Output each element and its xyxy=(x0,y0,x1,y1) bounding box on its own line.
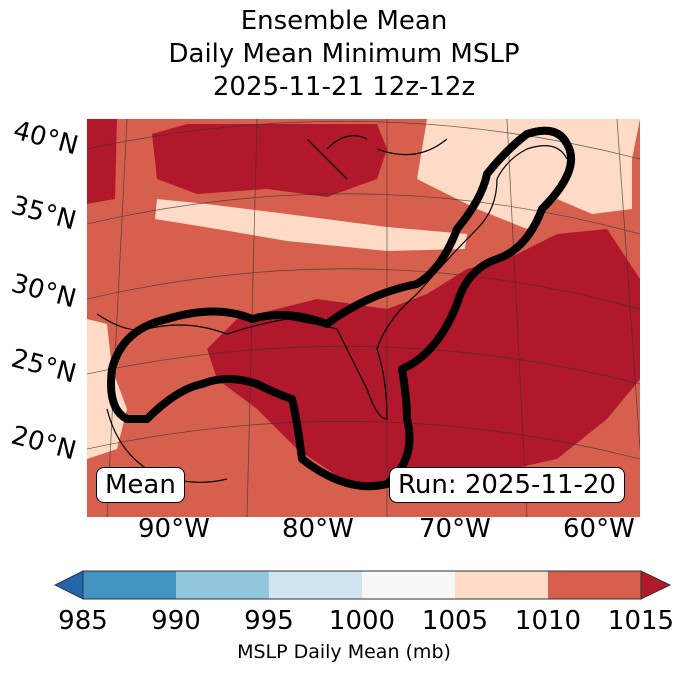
colorbar-outline xyxy=(82,570,642,600)
colorbar-extend-high xyxy=(640,570,672,600)
title-line-3: 2025-11-21 12z-12z xyxy=(212,72,476,102)
lat-label-40: 40°N xyxy=(10,115,82,162)
colorbar-tick-1000: 1000 xyxy=(328,606,396,636)
lat-label-20: 20°N xyxy=(8,420,80,467)
colorbar-label: MSLP Daily Mean (mb) xyxy=(237,641,451,663)
colorbar-tick-1010: 1010 xyxy=(514,606,582,636)
colorbar-bin-1000 xyxy=(362,571,455,599)
title-line-1: Ensemble Mean xyxy=(240,6,448,36)
run-date-box: Run: 2025-11-20 xyxy=(389,467,625,503)
colorbar-bin-1005 xyxy=(455,571,548,599)
lat-label-30: 30°N xyxy=(8,268,80,315)
coastlines xyxy=(96,135,568,483)
graticule xyxy=(87,119,640,517)
colorbar-tick-1015: 1015 xyxy=(607,606,675,636)
colorbar xyxy=(54,570,672,600)
lat-label-35: 35°N xyxy=(8,190,80,237)
colorbar-extend-low xyxy=(54,570,84,600)
colorbar-bin-985 xyxy=(83,571,176,599)
field-1015-west xyxy=(87,119,117,204)
colorbar-tick-995: 995 xyxy=(244,606,294,636)
colorbar-bin-990 xyxy=(176,571,269,599)
lon-label-60: 60°W xyxy=(563,514,635,544)
map-panel xyxy=(87,119,640,517)
lon-label-90: 90°W xyxy=(138,514,210,544)
field-1005-band xyxy=(155,199,467,251)
colorbar-tick-990: 990 xyxy=(151,606,201,636)
lon-label-70: 70°W xyxy=(419,514,491,544)
lat-label-25: 25°N xyxy=(8,343,80,390)
field-1015-north xyxy=(152,124,387,197)
ensemble-contour xyxy=(107,126,575,491)
colorbar-bin-1010 xyxy=(548,571,641,599)
colorbar-tick-1005: 1005 xyxy=(421,606,489,636)
title-line-2: Daily Mean Minimum MSLP xyxy=(168,39,520,69)
field-1005-texas xyxy=(87,319,127,459)
mean-label-box: Mean xyxy=(96,467,185,503)
colorbar-bin-995 xyxy=(269,571,362,599)
lon-label-80: 80°W xyxy=(282,514,354,544)
colorbar-tick-985: 985 xyxy=(58,606,108,636)
